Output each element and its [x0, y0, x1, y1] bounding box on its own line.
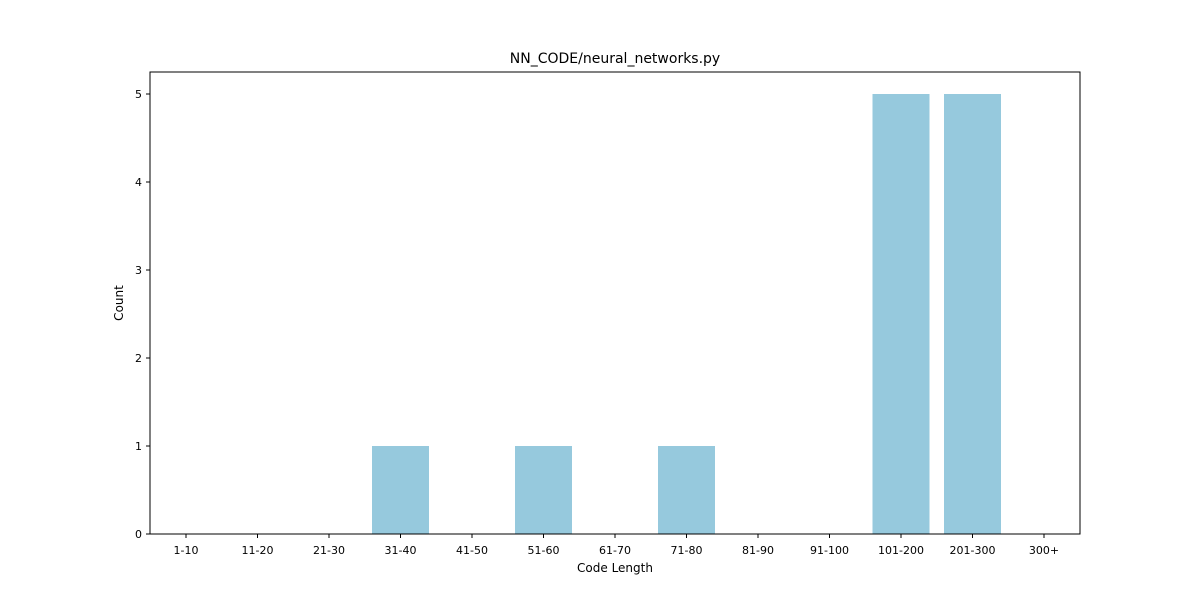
y-tick-label: 0	[135, 528, 142, 541]
x-tick-label: 81-90	[742, 544, 774, 557]
x-axis: 1-10 11-20 21-30 31-40 41-50 51-60 61-70 71-80 8…	[174, 534, 1059, 557]
x-tick-label: 91-100	[810, 544, 849, 557]
x-tick-label: 51-60	[528, 544, 560, 557]
x-tick-label: 11-20	[242, 544, 274, 557]
bar-201-300	[944, 94, 1001, 534]
plot-frame	[149, 71, 1081, 535]
y-axis-label: Count	[112, 285, 126, 321]
x-tick-label: 61-70	[599, 544, 631, 557]
y-tick-label: 2	[135, 352, 142, 365]
x-axis-label: Code Length	[577, 561, 653, 575]
y-tick-label: 1	[135, 440, 142, 453]
x-tick-label: 31-40	[385, 544, 417, 557]
x-tick-label: 101-200	[878, 544, 924, 557]
y-tick-label: 5	[135, 88, 142, 101]
bar-31-40	[372, 446, 429, 534]
x-tick-label: 71-80	[671, 544, 703, 557]
x-tick-label: 300+	[1029, 544, 1059, 557]
bar-101-200	[872, 94, 930, 534]
chart-title: NN_CODE/neural_networks.py	[510, 51, 720, 67]
bars-group	[372, 94, 1001, 534]
x-tick-label: 1-10	[174, 544, 199, 557]
x-tick-label: 21-30	[313, 544, 345, 557]
bar-51-60	[515, 446, 572, 534]
y-tick-label: 4	[135, 176, 142, 189]
bar-71-80	[658, 446, 715, 534]
x-tick-label: 41-50	[456, 544, 488, 557]
y-axis: 0 1 2 3 4 5	[135, 88, 150, 541]
y-tick-label: 3	[135, 264, 142, 277]
x-tick-label: 201-300	[950, 544, 996, 557]
